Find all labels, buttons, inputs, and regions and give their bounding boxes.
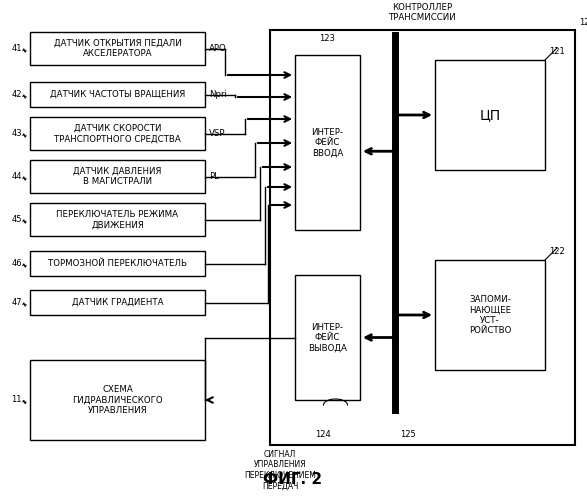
Text: ФИГ. 2: ФИГ. 2	[264, 472, 323, 488]
Bar	[30, 82, 205, 107]
Text: Npri: Npri	[209, 90, 227, 99]
Bar	[435, 260, 545, 370]
Bar	[30, 290, 205, 315]
Text: 124: 124	[315, 430, 330, 439]
Text: ИНТЕР-
ФЕЙС
ВЫВОДА: ИНТЕР- ФЕЙС ВЫВОДА	[308, 322, 347, 352]
Text: АРО: АРО	[209, 44, 227, 53]
Text: ПЕРЕКЛЮЧАТЕЛЬ РЕЖИМА
ДВИЖЕНИЯ: ПЕРЕКЛЮЧАТЕЛЬ РЕЖИМА ДВИЖЕНИЯ	[56, 210, 178, 229]
Text: 44: 44	[12, 172, 22, 181]
Bar	[295, 55, 360, 230]
Text: 122: 122	[549, 247, 565, 256]
Bar	[30, 360, 205, 440]
Text: ДАТЧИК ОТКРЫТИЯ ПЕДАЛИ
АКСЕЛЕРАТОРА: ДАТЧИК ОТКРЫТИЯ ПЕДАЛИ АКСЕЛЕРАТОРА	[53, 39, 181, 58]
Text: ДАТЧИК ГРАДИЕНТА: ДАТЧИК ГРАДИЕНТА	[72, 298, 163, 307]
Text: 125: 125	[400, 430, 416, 439]
Text: 121: 121	[549, 47, 565, 56]
Text: ТОРМОЗНОЙ ПЕРЕКЛЮЧАТЕЛЬ: ТОРМОЗНОЙ ПЕРЕКЛЮЧАТЕЛЬ	[48, 259, 187, 268]
Text: 46: 46	[11, 259, 22, 268]
Text: VSP: VSP	[209, 129, 225, 138]
Bar	[30, 160, 205, 193]
Text: 41: 41	[12, 44, 22, 53]
Text: ДАТЧИК ДАВЛЕНИЯ
В МАГИСТРАЛИ: ДАТЧИК ДАВЛЕНИЯ В МАГИСТРАЛИ	[73, 167, 161, 186]
Bar	[30, 117, 205, 150]
Text: 43: 43	[11, 129, 22, 138]
Text: 42: 42	[12, 90, 22, 99]
Text: ДАТЧИК ЧАСТОТЫ ВРАЩЕНИЯ: ДАТЧИК ЧАСТОТЫ ВРАЩЕНИЯ	[50, 90, 185, 99]
Bar	[30, 203, 205, 236]
Text: 47: 47	[11, 298, 22, 307]
Text: 11: 11	[12, 396, 22, 404]
Text: ИНТЕР-
ФЕЙС
ВВОДА: ИНТЕР- ФЕЙС ВВОДА	[312, 128, 343, 158]
Text: PL: PL	[209, 172, 219, 181]
Text: СХЕМА
ГИДРАВЛИЧЕСКОГО
УПРАВЛЕНИЯ: СХЕМА ГИДРАВЛИЧЕСКОГО УПРАВЛЕНИЯ	[72, 385, 163, 415]
Text: 45: 45	[12, 215, 22, 224]
Bar	[435, 60, 545, 170]
Bar	[30, 32, 205, 65]
Text: 123: 123	[319, 34, 335, 43]
Text: 12: 12	[579, 18, 587, 27]
Bar	[30, 251, 205, 276]
Text: ЦП: ЦП	[480, 108, 501, 122]
Text: ДАТЧИК СКОРОСТИ
ТРАНСПОРТНОГО СРЕДСТВА: ДАТЧИК СКОРОСТИ ТРАНСПОРТНОГО СРЕДСТВА	[54, 124, 181, 143]
Bar	[270, 30, 575, 445]
Text: ЗАПОМИ-
НАЮЩЕЕ
УСТ-
РОЙСТВО: ЗАПОМИ- НАЮЩЕЕ УСТ- РОЙСТВО	[469, 295, 511, 335]
Text: КОНТРОЛЛЕР
ТРАНСМИССИИ: КОНТРОЛЛЕР ТРАНСМИССИИ	[389, 2, 456, 22]
Bar	[295, 275, 360, 400]
Text: СИГНАЛ
УПРАВЛЕНИЯ
ПЕРЕКЛЮЧЕНИЕМ
ПЕРЕДАЧ: СИГНАЛ УПРАВЛЕНИЯ ПЕРЕКЛЮЧЕНИЕМ ПЕРЕДАЧ	[244, 450, 316, 490]
